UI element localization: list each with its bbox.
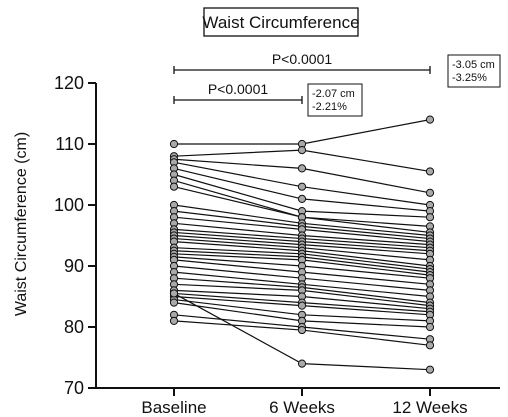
change-note: -2.07 cm-2.21%	[307, 83, 363, 117]
y-tick-label: 100	[54, 195, 84, 215]
data-point	[425, 322, 435, 332]
series	[169, 158, 435, 210]
y-axis-label: Waist Circumference (cm)	[13, 132, 30, 316]
y-tick-label: 80	[64, 317, 84, 337]
data-point	[169, 316, 179, 325]
series	[169, 170, 435, 222]
series	[169, 295, 435, 325]
series	[169, 289, 435, 374]
chart-title-box	[203, 7, 359, 37]
data-point	[297, 182, 307, 191]
data-point	[425, 188, 435, 197]
change-note-text: -3.05 cm	[452, 59, 495, 71]
x-tick-label: 12 Weeks	[392, 398, 467, 417]
data-point	[169, 289, 179, 298]
y-tick-label: 110	[55, 134, 84, 154]
x-tick-label: 6 Weeks	[269, 398, 335, 417]
significance-bracket: P<0.0001	[173, 81, 303, 104]
significance-bracket: P<0.0001	[173, 51, 431, 74]
data-point	[425, 341, 435, 350]
data-point	[425, 213, 435, 222]
series	[169, 316, 435, 350]
change-notes: -2.07 cm-2.21% -3.05 cm-3.25%	[307, 54, 501, 117]
data-point	[297, 164, 307, 173]
change-note: -3.05 cm-3.25%	[447, 54, 501, 88]
data-point	[297, 194, 307, 203]
change-note-text: -2.21%	[312, 101, 347, 113]
data-point	[169, 139, 179, 149]
y-ticks: 70 80 90 100 110 120	[54, 73, 96, 398]
change-note-box	[447, 54, 501, 88]
data-point	[169, 298, 179, 307]
series	[169, 164, 435, 216]
x-ticks: Baseline 6 Weeks 12 Weeks	[141, 388, 468, 417]
chart-title-group: Waist Circumference	[202, 7, 360, 37]
data-point	[425, 365, 435, 374]
series	[169, 298, 435, 332]
y-tick-label: 90	[64, 256, 84, 276]
data-point	[169, 182, 179, 191]
data-point	[425, 115, 435, 124]
chart-title: Waist Circumference	[202, 13, 359, 32]
y-tick-label: 70	[64, 378, 84, 398]
series-group	[169, 115, 435, 374]
change-note-text: -3.25%	[452, 72, 487, 84]
p-value-label: P<0.0001	[272, 51, 333, 67]
series	[169, 115, 435, 149]
change-note-text: -2.07 cm	[312, 88, 355, 100]
y-tick-label: 120	[54, 73, 84, 93]
p-value-label: P<0.0001	[208, 81, 269, 97]
data-point	[297, 325, 307, 335]
change-note-box	[307, 83, 363, 117]
series	[169, 182, 435, 237]
data-point	[297, 301, 307, 310]
data-point	[297, 359, 307, 368]
data-point	[425, 167, 435, 176]
x-tick-label: Baseline	[141, 398, 206, 417]
data-point	[297, 146, 307, 155]
